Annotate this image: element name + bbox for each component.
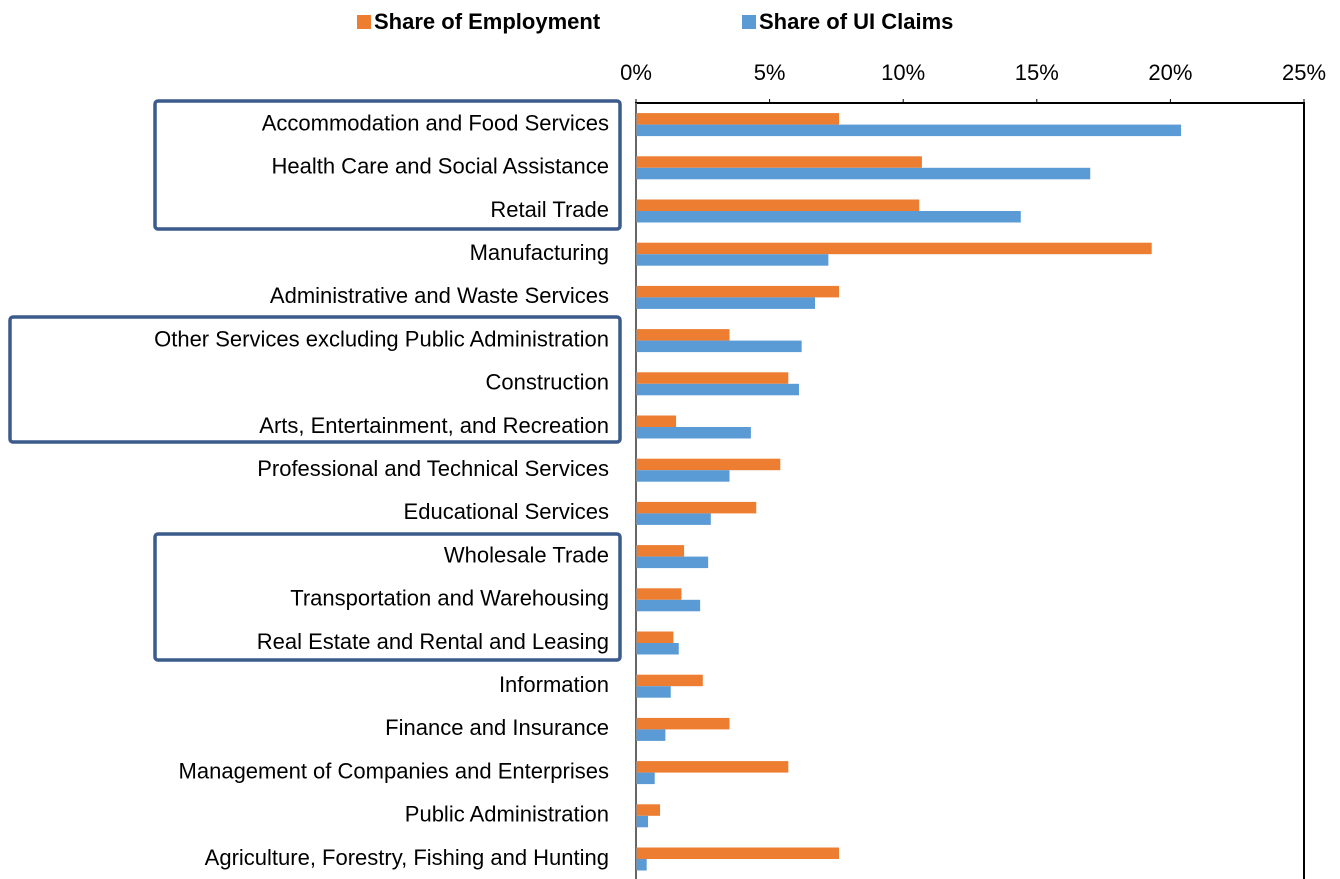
bar xyxy=(636,859,647,871)
bar xyxy=(636,631,674,643)
bar xyxy=(636,415,677,427)
bar xyxy=(636,643,679,655)
x-tick-label: 5% xyxy=(754,60,786,85)
bar xyxy=(636,674,703,687)
x-tick-label: 20% xyxy=(1148,60,1192,85)
bar xyxy=(636,556,709,569)
y-tick-label: Health Care and Social Assistance xyxy=(271,154,609,179)
bar xyxy=(636,686,671,698)
bar xyxy=(636,297,816,309)
bar xyxy=(636,729,666,741)
bar xyxy=(636,285,840,298)
bar xyxy=(636,804,661,816)
bar xyxy=(636,211,1021,223)
highlight-box xyxy=(153,532,622,662)
y-tick-label: Wholesale Trade xyxy=(444,542,609,567)
bar xyxy=(636,761,789,773)
bar xyxy=(636,599,701,612)
x-tick-label: 10% xyxy=(881,60,925,85)
bar xyxy=(636,717,730,730)
y-tick-label: Information xyxy=(499,672,609,697)
bar xyxy=(636,458,781,471)
bar xyxy=(636,383,799,396)
y-tick-label: Finance and Insurance xyxy=(385,715,609,740)
bar xyxy=(636,815,649,828)
y-tick-label: Transportation and Warehousing xyxy=(290,586,609,611)
bar xyxy=(636,199,920,211)
y-tick-label: Other Services excluding Public Administ… xyxy=(154,326,609,351)
bar xyxy=(636,124,1182,137)
bar xyxy=(636,847,840,859)
bar xyxy=(636,588,682,600)
y-tick-label: Administrative and Waste Services xyxy=(270,283,609,308)
x-tick-label: 0% xyxy=(620,60,652,85)
y-tick-label: Retail Trade xyxy=(490,197,609,222)
y-tick-label: Management of Companies and Enterprises xyxy=(179,758,609,783)
y-tick-label: Agriculture, Forestry, Fishing and Hunti… xyxy=(205,845,609,870)
bar xyxy=(636,470,730,482)
bar xyxy=(636,113,840,125)
y-tick-label: Construction xyxy=(485,370,609,395)
y-tick-label: Arts, Entertainment, and Recreation xyxy=(259,413,609,438)
x-tick-label: 25% xyxy=(1282,60,1326,85)
x-tick-label: 15% xyxy=(1015,60,1059,85)
bar xyxy=(636,545,685,557)
legend-label: Share of Employment xyxy=(374,9,601,34)
bar xyxy=(636,242,1152,255)
highlight-boxes xyxy=(8,99,622,662)
legend-swatch xyxy=(742,15,756,29)
bar xyxy=(636,329,730,341)
bar xyxy=(636,340,802,353)
bar xyxy=(636,427,751,439)
y-tick-label: Accommodation and Food Services xyxy=(262,110,609,135)
bar xyxy=(636,513,711,525)
legend-label: Share of UI Claims xyxy=(759,9,953,34)
y-tick-label: Manufacturing xyxy=(470,240,609,265)
highlight-box xyxy=(8,315,622,444)
highlight-box xyxy=(153,99,622,231)
y-tick-label: Professional and Technical Services xyxy=(257,456,609,481)
y-tick-label: Real Estate and Rental and Leasing xyxy=(257,629,609,654)
bar xyxy=(636,167,1091,180)
legend-swatch xyxy=(357,15,371,29)
bar xyxy=(636,501,757,514)
bar xyxy=(636,156,922,168)
y-tick-label: Public Administration xyxy=(405,802,609,827)
bar xyxy=(636,372,789,384)
bar xyxy=(636,772,655,785)
y-tick-label: Educational Services xyxy=(404,499,609,524)
bar xyxy=(636,254,829,266)
